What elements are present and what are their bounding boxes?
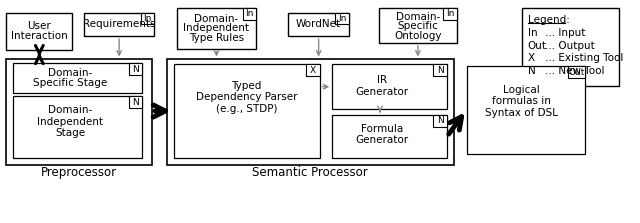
FancyBboxPatch shape bbox=[443, 8, 457, 20]
FancyBboxPatch shape bbox=[167, 60, 454, 165]
Text: Domain-: Domain- bbox=[396, 12, 440, 22]
Text: (e.g., STDP): (e.g., STDP) bbox=[216, 104, 277, 114]
Text: Formula: Formula bbox=[361, 124, 403, 134]
FancyBboxPatch shape bbox=[173, 64, 319, 158]
FancyBboxPatch shape bbox=[306, 64, 319, 76]
Text: In: In bbox=[338, 14, 346, 23]
Text: ... Input: ... Input bbox=[545, 28, 586, 38]
Text: Ontology: Ontology bbox=[394, 31, 442, 41]
Text: Logical: Logical bbox=[502, 85, 540, 95]
FancyBboxPatch shape bbox=[289, 13, 349, 36]
Text: X: X bbox=[528, 54, 535, 64]
FancyBboxPatch shape bbox=[129, 63, 143, 75]
Text: N: N bbox=[437, 66, 444, 75]
FancyBboxPatch shape bbox=[6, 13, 72, 50]
FancyBboxPatch shape bbox=[129, 96, 143, 108]
Text: Domain-: Domain- bbox=[48, 68, 92, 78]
FancyBboxPatch shape bbox=[243, 8, 257, 20]
Text: N: N bbox=[132, 98, 139, 107]
Text: X: X bbox=[310, 66, 316, 75]
Text: Semantic Processor: Semantic Processor bbox=[253, 166, 368, 179]
Text: In: In bbox=[528, 28, 538, 38]
Text: Out: Out bbox=[568, 68, 585, 76]
Text: Generator: Generator bbox=[355, 135, 408, 145]
Text: WordNet: WordNet bbox=[296, 19, 341, 29]
FancyBboxPatch shape bbox=[568, 66, 586, 78]
Text: Domain-: Domain- bbox=[195, 14, 239, 24]
Text: In: In bbox=[143, 14, 152, 23]
Text: ... Output: ... Output bbox=[545, 41, 595, 51]
FancyBboxPatch shape bbox=[433, 64, 447, 76]
FancyBboxPatch shape bbox=[6, 60, 152, 165]
Text: In: In bbox=[446, 9, 454, 18]
Text: N: N bbox=[437, 116, 444, 125]
Text: Interaction: Interaction bbox=[11, 31, 68, 41]
Text: Independent: Independent bbox=[184, 23, 250, 33]
Text: Type Rules: Type Rules bbox=[189, 33, 244, 43]
FancyBboxPatch shape bbox=[141, 13, 154, 24]
Text: N: N bbox=[132, 65, 139, 74]
Text: ... New Tool: ... New Tool bbox=[545, 66, 605, 76]
FancyBboxPatch shape bbox=[522, 8, 620, 86]
Text: Out: Out bbox=[528, 41, 547, 51]
Text: ... Existing Tool: ... Existing Tool bbox=[545, 54, 624, 64]
Text: Dependency Parser: Dependency Parser bbox=[196, 92, 298, 102]
Text: Typed: Typed bbox=[232, 81, 262, 91]
Text: N: N bbox=[528, 66, 536, 76]
Text: In: In bbox=[245, 9, 253, 18]
Text: Stage: Stage bbox=[55, 128, 85, 138]
Text: formulas in: formulas in bbox=[492, 96, 550, 106]
FancyBboxPatch shape bbox=[433, 115, 447, 127]
Text: Specific: Specific bbox=[397, 21, 438, 31]
Text: Independent: Independent bbox=[37, 117, 103, 127]
FancyBboxPatch shape bbox=[84, 13, 154, 36]
Text: Specific Stage: Specific Stage bbox=[33, 78, 107, 88]
Text: User: User bbox=[28, 21, 51, 31]
FancyBboxPatch shape bbox=[379, 8, 457, 43]
Text: IR: IR bbox=[377, 75, 387, 85]
FancyBboxPatch shape bbox=[335, 13, 349, 24]
Text: Syntax of DSL: Syntax of DSL bbox=[484, 108, 557, 118]
FancyBboxPatch shape bbox=[332, 64, 447, 109]
FancyBboxPatch shape bbox=[13, 63, 143, 93]
Text: Requirements: Requirements bbox=[83, 19, 156, 29]
Text: Preprocessor: Preprocessor bbox=[41, 166, 117, 179]
Text: Domain-: Domain- bbox=[48, 105, 92, 115]
FancyBboxPatch shape bbox=[177, 8, 257, 49]
Text: Legend:: Legend: bbox=[528, 14, 570, 25]
FancyBboxPatch shape bbox=[332, 115, 447, 158]
FancyBboxPatch shape bbox=[467, 66, 586, 154]
FancyBboxPatch shape bbox=[13, 96, 143, 158]
Text: Generator: Generator bbox=[355, 87, 408, 97]
